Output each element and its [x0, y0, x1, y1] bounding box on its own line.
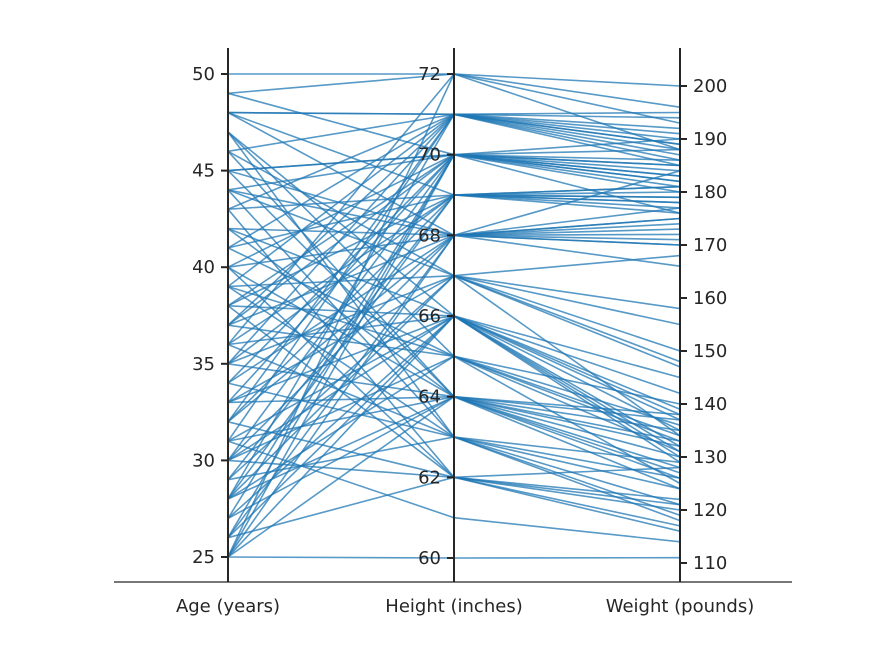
tick-label-height-62: 62: [418, 467, 441, 488]
tick-label-height-68: 68: [418, 225, 441, 246]
axis-weight: 110 120 130 140 150 160 170 180 190 200 Weight (po…: [606, 48, 755, 617]
tick-label-age-40: 40: [192, 257, 215, 278]
tick-label-weight-170: 170: [693, 235, 727, 256]
tick-label-age-50: 50: [192, 64, 215, 85]
tick-label-age-25: 25: [192, 547, 215, 568]
tick-label-age-30: 30: [192, 450, 215, 471]
tick-label-age-35: 35: [192, 354, 215, 375]
axis-title-age: Age (years): [176, 596, 280, 617]
axis-height: 60 62 64 66 68 70 72 Height (inches): [385, 48, 523, 617]
tick-label-height-72: 72: [418, 64, 441, 85]
tick-label-weight-180: 180: [693, 182, 727, 203]
axis-title-height: Height (inches): [385, 596, 522, 617]
tick-label-weight-150: 150: [693, 341, 727, 362]
axes-layer: 25 30 35 40 45 50 Age (years) 60 62 64 66 68 70 72 Hei…: [176, 48, 754, 617]
axis-title-weight: Weight (pounds): [606, 596, 755, 617]
tick-label-height-64: 64: [418, 387, 441, 408]
tick-label-height-70: 70: [418, 145, 441, 166]
tick-label-weight-190: 190: [693, 129, 727, 150]
tick-label-weight-140: 140: [693, 394, 727, 415]
tick-label-height-60: 60: [418, 548, 441, 569]
tick-label-age-45: 45: [192, 161, 215, 182]
tick-label-weight-160: 160: [693, 288, 727, 309]
tick-label-weight-130: 130: [693, 447, 727, 468]
axis-age: 25 30 35 40 45 50 Age (years): [176, 48, 280, 617]
tick-label-weight-110: 110: [693, 553, 727, 574]
tick-label-weight-120: 120: [693, 500, 727, 521]
tick-label-weight-200: 200: [693, 76, 727, 97]
tick-label-height-66: 66: [418, 306, 441, 327]
